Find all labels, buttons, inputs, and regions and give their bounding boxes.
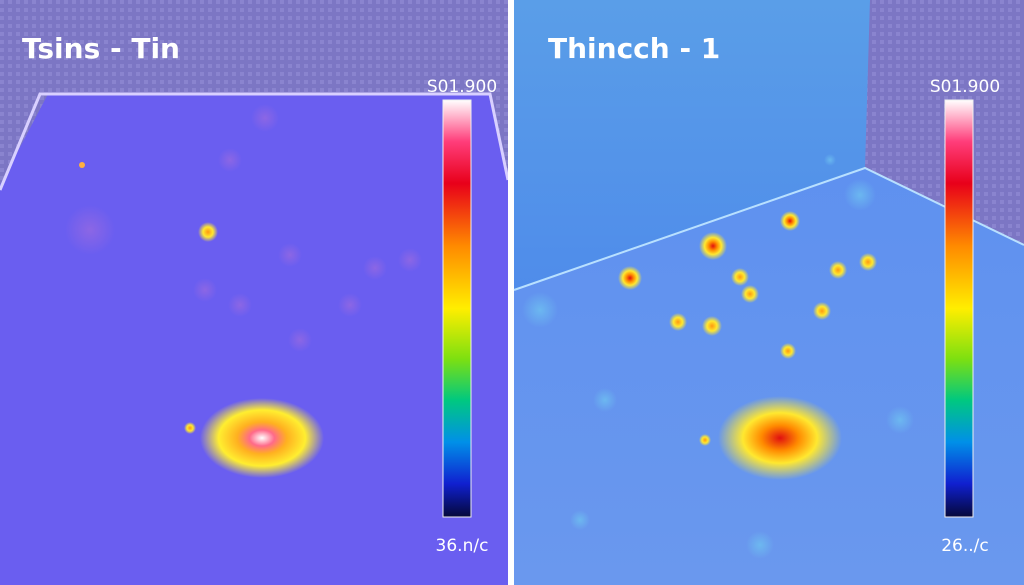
right-panel: Thincch - 1 S01.900 26../c [513, 0, 1024, 585]
left-panel: Tsins - Tin S01.900 36.n/c [0, 0, 510, 585]
back-wall [0, 0, 508, 94]
color-scale [442, 99, 472, 518]
faint-spots [522, 154, 914, 559]
floor [0, 0, 508, 585]
back-wall [514, 0, 870, 290]
faint-spots [65, 104, 422, 352]
panel-title: Tsins - Tin [22, 32, 180, 65]
left-wall [0, 0, 48, 185]
hotspots [618, 211, 877, 446]
right-wall [490, 0, 508, 180]
color-scale [944, 99, 974, 518]
hotspot-large [718, 396, 842, 480]
scale-max: S01.900 [427, 77, 497, 97]
scale-min: 36.n/c [436, 536, 489, 556]
hotspot [198, 222, 218, 242]
hotspot [79, 162, 85, 168]
divider [508, 0, 514, 585]
hotspot-large [200, 398, 324, 478]
hotspot [184, 422, 196, 434]
scale-min: 26../c [941, 536, 989, 556]
panel-title: Thincch - 1 [548, 32, 720, 65]
floor-edge [0, 92, 510, 191]
scale-max: S01.900 [930, 77, 1000, 97]
